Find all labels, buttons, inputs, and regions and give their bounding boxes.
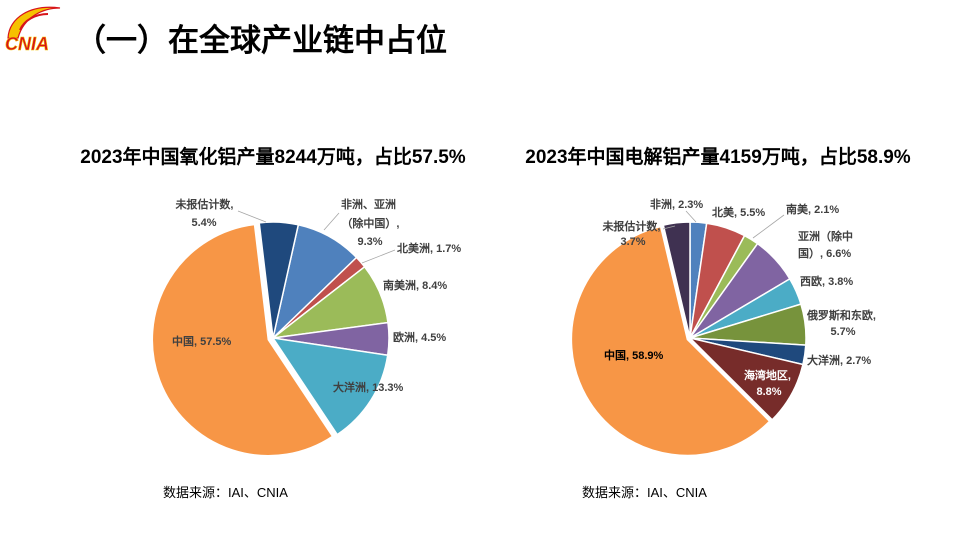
data-label-north-america: 北美洲, 1.7% [397, 241, 461, 255]
pie-slice-7 [689, 337, 804, 421]
pie-slice-9 [662, 221, 691, 339]
data-label-line: 5.7% [830, 326, 855, 338]
leader-line [662, 225, 676, 230]
data-label-china: 中国, 58.9% [604, 348, 664, 362]
data-label-oceania: 大洋洲, 2.7% [807, 353, 871, 367]
leader-line [237, 210, 267, 223]
logo-swoosh [7, 6, 61, 39]
data-label-europe: 欧洲, 4.5% [393, 330, 446, 344]
logo-arc [19, 13, 49, 31]
chart-title-alumina: 2023年中国氧化铝产量8244万吨，占比57.5% [80, 147, 466, 168]
data-label-line: 3.7% [620, 236, 645, 248]
data-label-line: 8.8% [756, 386, 781, 398]
data-label-china: 中国, 57.5% [172, 334, 232, 348]
data-label-asia: 亚洲（除中 国）, 6.6% [798, 229, 856, 260]
data-source-note: 数据来源：IAI、CNIA [163, 485, 288, 500]
pie-chart-alumina [151, 221, 390, 457]
data-label-gulf: 海湾地区, 8.8% [744, 368, 794, 398]
cnia-logo: CNIA [5, 6, 61, 54]
data-label-line: （除中国）, [341, 216, 399, 230]
pie-slice-4 [272, 337, 389, 436]
data-label-unreported: 未报估计数, 5.4% [174, 197, 236, 229]
data-label-line: 俄罗斯和东欧, [806, 308, 876, 322]
data-label-south-america: 南美, 2.1% [786, 202, 839, 216]
data-label-line: 未报估计数, [601, 219, 660, 233]
leader-line [685, 210, 697, 223]
pie-slice-5 [151, 223, 334, 457]
pie-chart-aluminium [570, 221, 807, 457]
data-labels-alumina: 非洲、亚洲 （除中国）, 9.3% 北美洲, 1.7% 南美洲, 8.4% 欧洲… [172, 197, 461, 394]
leader-line [752, 214, 785, 239]
data-label-line: 国）, 6.6% [798, 247, 851, 260]
pie-slice-6 [258, 221, 300, 339]
page-title: （一）在全球产业链中占位 [75, 23, 447, 58]
data-label-western-europe: 西欧, 3.8% [800, 274, 853, 288]
data-source-note: 数据来源：IAI、CNIA [582, 485, 707, 500]
data-label-unreported: 未报估计数, 3.7% [601, 219, 663, 248]
data-label-africa-asia: 非洲、亚洲 （除中国）, 9.3% [341, 197, 403, 248]
data-label-africa: 非洲, 2.3% [650, 197, 703, 211]
data-label-line: 非洲、亚洲 [341, 197, 396, 211]
data-label-line: 未报估计数, [174, 197, 233, 211]
data-label-line: 5.4% [191, 217, 216, 229]
data-label-oceania: 大洋洲, 13.3% [333, 380, 404, 394]
logo-text: CNIA [5, 34, 49, 54]
chart-title-aluminium: 2023年中国电解铝产量4159万吨，占比58.9% [525, 147, 911, 168]
data-label-north-america: 北美, 5.5% [712, 205, 765, 219]
data-label-line: 9.3% [357, 236, 382, 248]
leader-line [323, 212, 340, 231]
leader-lines [237, 210, 785, 264]
data-label-line: 亚洲（除中 [798, 229, 853, 243]
data-label-russia-eastern-europe: 俄罗斯和东欧, 5.7% [806, 308, 879, 338]
data-label-south-america: 南美洲, 8.4% [383, 278, 447, 292]
pie-slice-8 [570, 225, 771, 457]
data-label-line: 海湾地区, [744, 368, 791, 382]
data-labels-aluminium: 非洲, 2.3% 北美, 5.5% 南美, 2.1% 亚洲（除中 国）, 6.6… [601, 197, 879, 398]
leader-line [361, 249, 396, 264]
